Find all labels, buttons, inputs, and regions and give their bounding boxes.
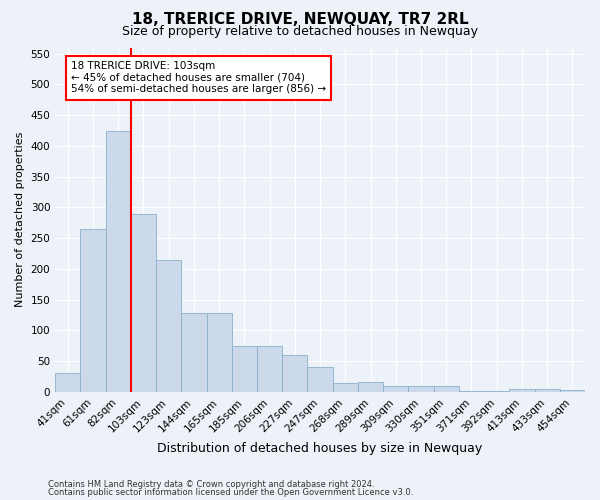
Bar [383,386,409,392]
Bar [156,260,181,392]
Bar [307,368,332,392]
Bar [181,313,206,392]
Bar [232,346,257,392]
Bar [409,386,434,392]
Bar [131,214,156,392]
Text: Contains HM Land Registry data © Crown copyright and database right 2024.: Contains HM Land Registry data © Crown c… [48,480,374,489]
Bar [55,374,80,392]
Bar [484,390,509,392]
Bar [535,389,560,392]
Text: Size of property relative to detached houses in Newquay: Size of property relative to detached ho… [122,25,478,38]
Bar [509,389,535,392]
Y-axis label: Number of detached properties: Number of detached properties [15,132,25,308]
Bar [282,355,307,392]
X-axis label: Distribution of detached houses by size in Newquay: Distribution of detached houses by size … [157,442,483,455]
Bar [106,130,131,392]
Bar [80,229,106,392]
Text: 18, TRERICE DRIVE, NEWQUAY, TR7 2RL: 18, TRERICE DRIVE, NEWQUAY, TR7 2RL [131,12,469,28]
Text: 18 TRERICE DRIVE: 103sqm
← 45% of detached houses are smaller (704)
54% of semi-: 18 TRERICE DRIVE: 103sqm ← 45% of detach… [71,62,326,94]
Bar [257,346,282,392]
Bar [560,390,585,392]
Bar [434,386,459,392]
Bar [206,313,232,392]
Bar [459,390,484,392]
Bar [332,384,358,392]
Text: Contains public sector information licensed under the Open Government Licence v3: Contains public sector information licen… [48,488,413,497]
Bar [358,382,383,392]
